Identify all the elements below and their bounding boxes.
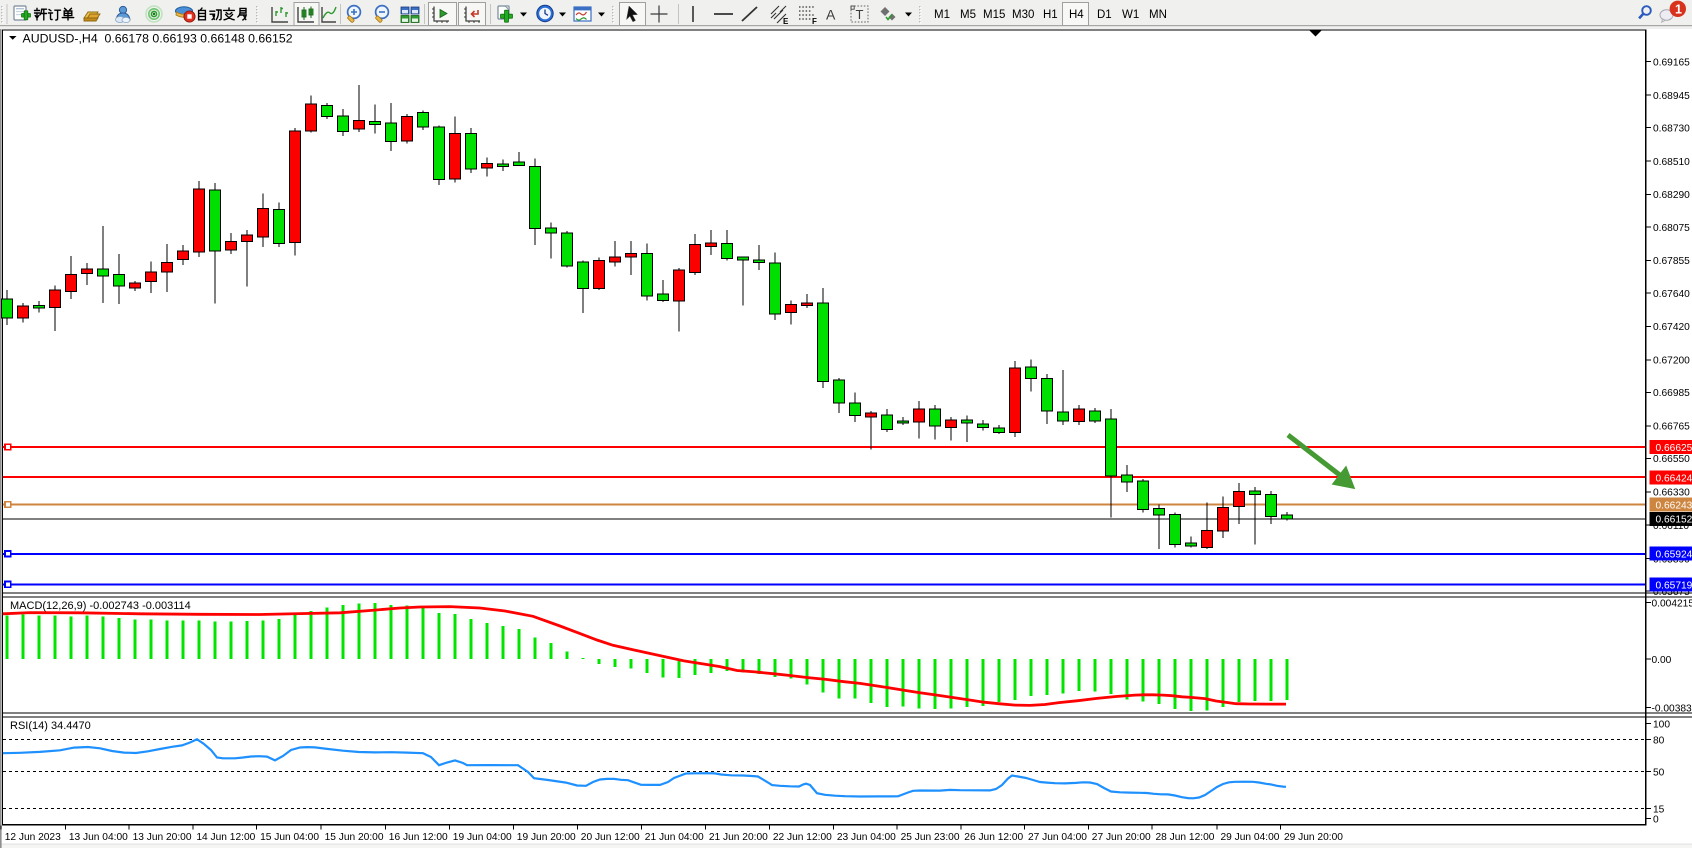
svg-text:F: F bbox=[812, 17, 817, 26]
svg-text:0: 0 bbox=[1653, 814, 1659, 825]
svg-text:13 Jun 04:00: 13 Jun 04:00 bbox=[69, 832, 128, 843]
svg-text:12 Jun 2023: 12 Jun 2023 bbox=[5, 832, 61, 843]
svg-text:50: 50 bbox=[1653, 767, 1665, 778]
svg-text:0.66152: 0.66152 bbox=[1656, 515, 1692, 526]
svg-text:21 Jun 04:00: 21 Jun 04:00 bbox=[645, 832, 704, 843]
svg-text:E: E bbox=[783, 17, 789, 26]
svg-text:28 Jun 12:00: 28 Jun 12:00 bbox=[1156, 832, 1215, 843]
svg-text:1: 1 bbox=[1675, 2, 1682, 16]
svg-text:RSI(14) 34.4470: RSI(14) 34.4470 bbox=[10, 720, 91, 732]
svg-text:0.67420: 0.67420 bbox=[1653, 322, 1690, 333]
svg-text:AUDUSD-,H4 0.66178 0.66193 0.: AUDUSD-,H4 0.66178 0.66193 0.66148 0.661… bbox=[23, 32, 293, 46]
svg-text:-0.003835: -0.003835 bbox=[1652, 703, 1692, 714]
svg-text:29 Jun 20:00: 29 Jun 20:00 bbox=[1284, 832, 1343, 843]
svg-text:19 Jun 04:00: 19 Jun 04:00 bbox=[453, 832, 512, 843]
svg-text:M1: M1 bbox=[934, 9, 950, 21]
svg-text:23 Jun 04:00: 23 Jun 04:00 bbox=[837, 832, 896, 843]
svg-text:15 Jun 04:00: 15 Jun 04:00 bbox=[260, 832, 319, 843]
svg-text:MACD(12,26,9) -0.002743 -0.003: MACD(12,26,9) -0.002743 -0.003114 bbox=[10, 600, 191, 612]
svg-text:19 Jun 20:00: 19 Jun 20:00 bbox=[517, 832, 576, 843]
svg-text:14 Jun 12:00: 14 Jun 12:00 bbox=[196, 832, 255, 843]
svg-text:D1: D1 bbox=[1097, 9, 1112, 21]
svg-text:21 Jun 20:00: 21 Jun 20:00 bbox=[709, 832, 768, 843]
svg-text:A: A bbox=[826, 7, 836, 23]
svg-text:80: 80 bbox=[1653, 735, 1665, 746]
svg-text:16 Jun 12:00: 16 Jun 12:00 bbox=[389, 832, 448, 843]
svg-text:20 Jun 12:00: 20 Jun 12:00 bbox=[581, 832, 640, 843]
svg-text:0.68510: 0.68510 bbox=[1653, 157, 1690, 168]
svg-text:0.004215: 0.004215 bbox=[1652, 598, 1692, 609]
svg-text:MN: MN bbox=[1149, 9, 1167, 21]
svg-text:H1: H1 bbox=[1043, 9, 1058, 21]
svg-text:0.66765: 0.66765 bbox=[1653, 422, 1690, 433]
svg-text:M5: M5 bbox=[960, 9, 976, 21]
svg-text:0.66424: 0.66424 bbox=[1656, 473, 1692, 484]
svg-text:0.65924: 0.65924 bbox=[1656, 550, 1692, 561]
svg-text:0.68075: 0.68075 bbox=[1653, 223, 1690, 234]
svg-text:0.68290: 0.68290 bbox=[1653, 190, 1690, 201]
svg-text:0.66243: 0.66243 bbox=[1656, 501, 1692, 512]
svg-text:H4: H4 bbox=[1069, 9, 1084, 21]
svg-text:0.67855: 0.67855 bbox=[1653, 256, 1690, 267]
svg-text:0.68730: 0.68730 bbox=[1653, 123, 1690, 134]
svg-text:0.66625: 0.66625 bbox=[1656, 443, 1692, 454]
svg-text:M30: M30 bbox=[1012, 9, 1034, 21]
svg-text:100: 100 bbox=[1653, 719, 1670, 730]
svg-text:0.68945: 0.68945 bbox=[1653, 91, 1690, 102]
svg-text:0.00: 0.00 bbox=[1652, 655, 1672, 666]
svg-text:0.66985: 0.66985 bbox=[1653, 388, 1690, 399]
svg-text:0.66550: 0.66550 bbox=[1653, 454, 1690, 465]
svg-text:W1: W1 bbox=[1122, 9, 1139, 21]
svg-text:25 Jun 23:00: 25 Jun 23:00 bbox=[901, 832, 960, 843]
svg-text:0.69165: 0.69165 bbox=[1653, 57, 1690, 68]
svg-text:T: T bbox=[856, 7, 864, 22]
svg-text:0.67640: 0.67640 bbox=[1653, 289, 1690, 300]
svg-text:0.66330: 0.66330 bbox=[1653, 488, 1690, 499]
svg-text:0.67200: 0.67200 bbox=[1653, 356, 1690, 367]
svg-text:0.65675: 0.65675 bbox=[1653, 587, 1690, 598]
svg-text:0.66110: 0.66110 bbox=[1653, 521, 1689, 532]
svg-text:29 Jun 04:00: 29 Jun 04:00 bbox=[1221, 832, 1280, 843]
svg-text:15 Jun 20:00: 15 Jun 20:00 bbox=[325, 832, 384, 843]
svg-text:0.65719: 0.65719 bbox=[1656, 580, 1692, 591]
svg-text:27 Jun 20:00: 27 Jun 20:00 bbox=[1092, 832, 1151, 843]
svg-text:26 Jun 12:00: 26 Jun 12:00 bbox=[964, 832, 1023, 843]
svg-text:M15: M15 bbox=[983, 9, 1005, 21]
svg-text:13 Jun 20:00: 13 Jun 20:00 bbox=[133, 832, 192, 843]
svg-text:27 Jun 04:00: 27 Jun 04:00 bbox=[1028, 832, 1087, 843]
svg-text:15: 15 bbox=[1653, 804, 1665, 815]
svg-text:22 Jun 12:00: 22 Jun 12:00 bbox=[773, 832, 832, 843]
